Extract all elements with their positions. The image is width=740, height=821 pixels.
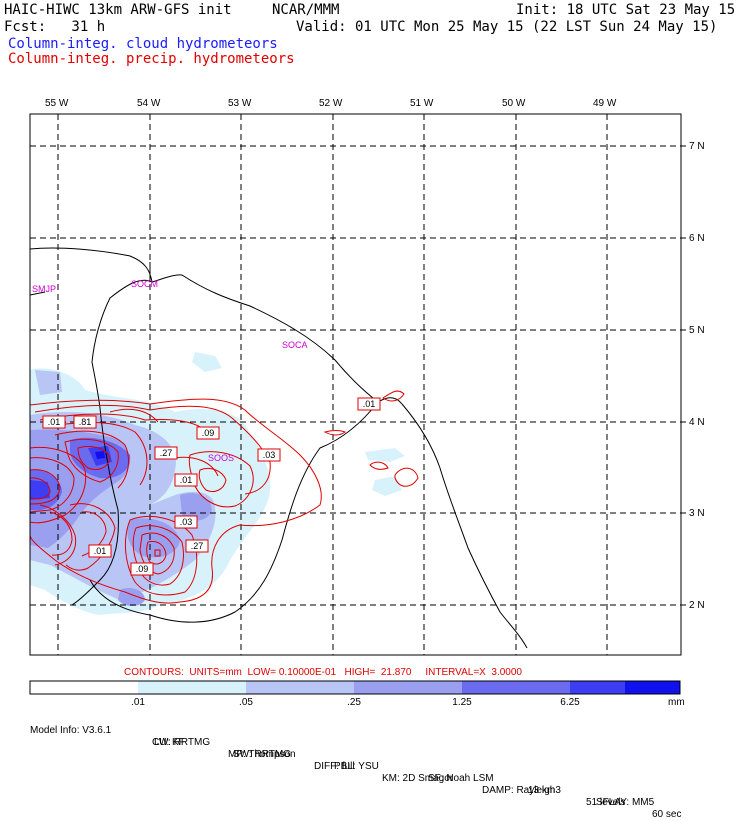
contour-label: .09 (196, 426, 220, 440)
lat-label: 6 N (689, 233, 705, 244)
lon-label: 51 W (410, 98, 434, 109)
svg-text:.01: .01 (363, 399, 376, 409)
colorbar-tick: .25 (347, 697, 361, 708)
colorbar-tick: 6.25 (560, 697, 580, 708)
lat-label: 5 N (689, 325, 705, 336)
lon-label: 50 W (502, 98, 526, 109)
contour-label: .01 (88, 544, 112, 558)
contours-info: CONTOURS: UNITS=mm LOW= 0.10000E-01 HIGH… (124, 667, 522, 678)
station-label: SMJP (32, 284, 56, 294)
model-info-line2: LW: RRTMG SW: RRTMG DIFF: full KM: 2D Sm… (154, 737, 655, 808)
svg-text:.09: .09 (202, 428, 215, 438)
contour-label: .81 (73, 415, 97, 429)
lon-label: 52 W (319, 98, 343, 109)
station-label: SOOS (208, 453, 234, 463)
svg-text:.03: .03 (263, 450, 276, 460)
svg-text:.01: .01 (180, 475, 193, 485)
model-title: HAIC-HIWC 13km ARW-GFS init (4, 2, 232, 18)
lon-label: 55 W (45, 98, 69, 109)
precip-contours (30, 390, 419, 604)
forecast-map: 55 W 54 W 53 W 52 W 51 W 50 W 49 W 7 N 6… (29, 98, 705, 708)
contour-label: .03 (174, 515, 198, 529)
contour-label: .27 (185, 539, 209, 553)
contour-label: .03 (257, 448, 281, 462)
coastline (30, 247, 528, 649)
center-title: NCAR/MMM (272, 2, 340, 18)
lat-label: 3 N (689, 508, 705, 519)
contour-label: .27 (154, 446, 178, 460)
valid-time: Valid: 01 UTC Mon 25 May 15 (22 LST Sun … (296, 19, 718, 35)
forecast-hour: Fcst: 31 h (4, 19, 106, 35)
graticule (30, 114, 681, 655)
color-bar: .01 .05 .25 1.25 6.25 mm (29, 680, 685, 708)
colorbar-unit: mm (668, 697, 685, 708)
svg-text:.01: .01 (48, 417, 61, 427)
station-label: SOCM (131, 279, 158, 289)
svg-text:.27: .27 (191, 541, 204, 551)
map-frame (29, 113, 682, 656)
svg-text:.01: .01 (94, 546, 107, 556)
lon-label: 54 W (137, 98, 161, 109)
colorbar-tick: 1.25 (452, 697, 472, 708)
contour-label-group: .01 .01 .81 .09 .27 .03 .01 .03 .27 .01 … (42, 397, 381, 576)
station-labels: SMJP SOCM SOCA SOOS (32, 279, 308, 463)
contour-label: .01 (174, 473, 198, 487)
lon-label: 49 W (593, 98, 617, 109)
svg-text:.27: .27 (160, 448, 173, 458)
contour-label: .01 (357, 397, 381, 411)
colorbar-tick: .05 (239, 697, 253, 708)
lat-label: 4 N (689, 417, 705, 428)
init-time: Init: 18 UTC Sat 23 May 15 (516, 2, 736, 18)
lat-label: 7 N (689, 141, 705, 152)
colorbar-tick: .01 (131, 697, 145, 708)
contour-label: .01 (42, 415, 66, 429)
lat-label: 2 N (689, 600, 705, 611)
svg-text:.09: .09 (136, 564, 149, 574)
station-label: SOCA (282, 340, 308, 350)
svg-text:.03: .03 (180, 517, 193, 527)
contour-label: .09 (130, 562, 154, 576)
cloud-shading (30, 352, 405, 615)
lon-label: 53 W (228, 98, 252, 109)
svg-text:.81: .81 (79, 417, 92, 427)
field-precip-label: Column-integ. precip. hydrometeors (8, 51, 295, 67)
field-cloud-label: Column-integ. cloud hydrometeors (8, 36, 278, 52)
